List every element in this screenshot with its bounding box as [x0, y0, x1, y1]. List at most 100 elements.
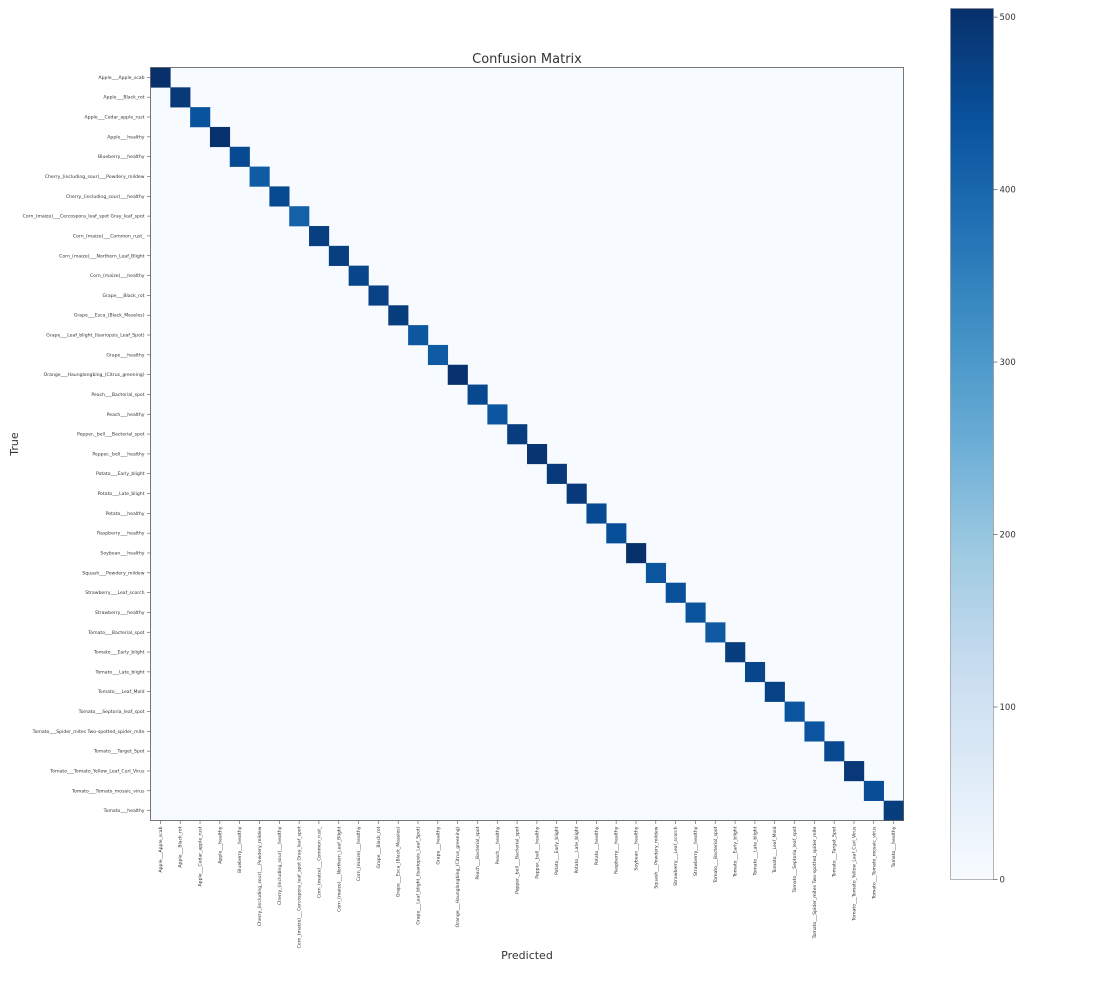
y-tick-label: Soybean___healthy — [100, 550, 144, 556]
heatmap-cell — [408, 325, 429, 346]
heatmap-cell — [863, 780, 884, 801]
x-tick-label: Tomato___Tomato_mosaic_virus — [871, 826, 877, 900]
x-tick-label: Apple___Apple_scab — [158, 826, 164, 872]
x-tick-label: Raspberry___healthy — [614, 826, 620, 874]
y-tick-label: Tomato___Early_blight — [93, 650, 145, 656]
y-tick-label: Corn_(maize)___Common_rust_ — [73, 233, 145, 239]
colorbar-tick-label: 200 — [1000, 531, 1016, 541]
heatmap-cell — [388, 305, 409, 326]
x-tick-label: Tomato___Leaf_Mold — [772, 826, 778, 874]
x-tick-label: Tomato___Tomato_Yellow_Leaf_Curl_Virus — [851, 826, 857, 922]
heatmap-cell — [764, 681, 785, 702]
heatmap-cell — [170, 87, 191, 108]
y-tick-label: Peach___Bacterial_spot — [91, 392, 144, 398]
heatmap-cell — [744, 661, 766, 683]
x-tick-label: Soybean___healthy — [633, 826, 639, 870]
y-tick-label: Corn_(maize)___healthy — [90, 273, 145, 279]
x-tick-label: Grape___healthy — [435, 826, 441, 864]
plot-frame — [150, 67, 904, 821]
x-tick-label: Potato___Late_blight — [574, 826, 580, 873]
y-tick-label: Tomato___Septoria_leaf_spot — [78, 709, 145, 715]
heatmap-cell — [328, 245, 349, 266]
y-tick-label: Potato___Late_blight — [98, 491, 145, 497]
x-tick-label: Pepper,_bell___healthy — [534, 826, 540, 878]
y-tick-label: Corn_(maize)___Cercospora_leaf_spot Gray… — [23, 214, 145, 220]
heatmap-cell — [784, 701, 805, 722]
x-tick-label: Grape___Esca_(Black_Measles) — [396, 826, 402, 897]
heatmap-cell — [824, 741, 845, 762]
x-tick-label: Strawberry___Leaf_scorch — [673, 826, 679, 885]
x-tick-label: Cherry_(including_sour)___Powdery_mildew — [257, 826, 263, 926]
heatmap-cell — [804, 721, 825, 742]
heatmap-cell — [209, 126, 231, 148]
x-axis-label: Predicted — [501, 949, 553, 962]
heatmap-cell — [685, 602, 706, 623]
y-tick-label: Squash___Powdery_mildew — [82, 570, 144, 576]
x-tick-label: Corn_(maize)___healthy — [356, 826, 362, 881]
y-tick-label: Strawberry___healthy — [95, 610, 145, 616]
heatmap-cell — [546, 463, 567, 484]
heatmap-cell — [883, 800, 904, 821]
heatmap-cell — [150, 67, 171, 88]
heatmap-cell — [229, 146, 250, 167]
x-tick-label: Tomato___Early_blight — [733, 826, 739, 878]
x-tick-label: Cherry_(including_sour)___healthy — [277, 826, 283, 905]
x-tick-label: Tomato___healthy — [891, 826, 897, 868]
x-tick-label: Corn_(maize)___Cercospora_leaf_spot Gray… — [297, 826, 303, 948]
heatmap-cell — [447, 364, 468, 385]
colorbar-gradient — [950, 8, 994, 880]
chart-title: Confusion Matrix — [472, 52, 582, 67]
x-tick-label: Apple___Cedar_apple_rust — [198, 826, 204, 886]
y-tick-label: Tomato___Leaf_Mold — [97, 689, 145, 695]
colorbar-tick-label: 400 — [1000, 186, 1016, 196]
y-tick-label: Corn_(maize)___Northern_Leaf_Blight — [59, 253, 145, 259]
y-tick-label: Grape___Esca_(Black_Measles) — [74, 313, 145, 319]
y-tick-label: Potato___Early_blight — [96, 471, 145, 477]
y-tick-label: Potato___healthy — [106, 511, 145, 517]
y-axis-label: True — [8, 432, 21, 457]
y-tick-label: Grape___Black_rot — [102, 293, 144, 299]
heatmap-cell — [645, 562, 667, 584]
y-tick-label: Blueberry___healthy — [98, 154, 145, 160]
y-tick-label: Tomato___healthy — [103, 808, 145, 814]
colorbar: 0 100 200 300 400 500 — [950, 8, 1016, 886]
y-tick-label: Tomato___Late_blight — [94, 669, 144, 675]
heatmap-cell — [626, 543, 647, 564]
colorbar-tick-label: 300 — [1000, 358, 1016, 368]
colorbar-tick-label: 0 — [1000, 876, 1005, 886]
heatmap-cell — [705, 622, 726, 643]
y-tick-label: Tomato___Tomato_Yellow_Leaf_Curl_Virus — [49, 768, 145, 774]
y-tick-label: Pepper,_bell___healthy — [92, 451, 144, 457]
y-tick-label: Apple___Cedar_apple_rust — [85, 115, 145, 121]
x-tick-label: Strawberry___healthy — [693, 826, 699, 876]
y-tick-labels: Apple___Apple_scab Apple___Black_rot Apple… — [23, 75, 151, 814]
y-tick-label: Raspberry___healthy — [97, 531, 145, 537]
y-tick-label: Tomato___Bacterial_spot — [87, 630, 144, 636]
heatmap-cell — [190, 107, 211, 128]
y-tick-label: Apple___healthy — [107, 134, 145, 140]
y-tick-label: Cherry_(including_sour)___healthy — [66, 194, 145, 200]
heatmap-cell — [269, 186, 290, 207]
heatmap-cell — [725, 642, 746, 663]
y-tick-label: Peach___healthy — [107, 412, 145, 418]
y-tick-label: Tomato___Spider_mites Two-spotted_spider… — [32, 729, 145, 735]
x-tick-labels: Apple___Apple_scab Apple___Black_rot Apple… — [158, 820, 897, 948]
heatmap-cell — [507, 424, 528, 445]
y-tick-label: Grape___Leaf_blight_(Isariopsis_Leaf_Spo… — [46, 333, 144, 339]
y-tick-label: Cherry_(including_sour)___Powdery_mildew — [45, 174, 145, 180]
heatmap-cell — [289, 206, 310, 227]
x-tick-label: Blueberry___healthy — [237, 826, 243, 873]
x-tick-label: Tomato___Septoria_leaf_spot — [792, 826, 798, 893]
y-tick-label: Apple___Apple_scab — [99, 75, 145, 81]
heatmap-cell — [586, 503, 607, 524]
heatmap-cell — [249, 166, 270, 187]
heatmap — [150, 67, 904, 821]
x-tick-label: Peach___healthy — [495, 826, 501, 864]
heatmap-cell — [566, 483, 587, 504]
heatmap-cell — [368, 285, 389, 306]
y-tick-label: Tomato___Target_Spot — [93, 749, 145, 755]
heatmap-cell — [665, 582, 686, 603]
x-tick-label: Tomato___Target_Spot — [832, 826, 838, 878]
x-tick-label: Grape___Black_rot — [376, 826, 382, 868]
